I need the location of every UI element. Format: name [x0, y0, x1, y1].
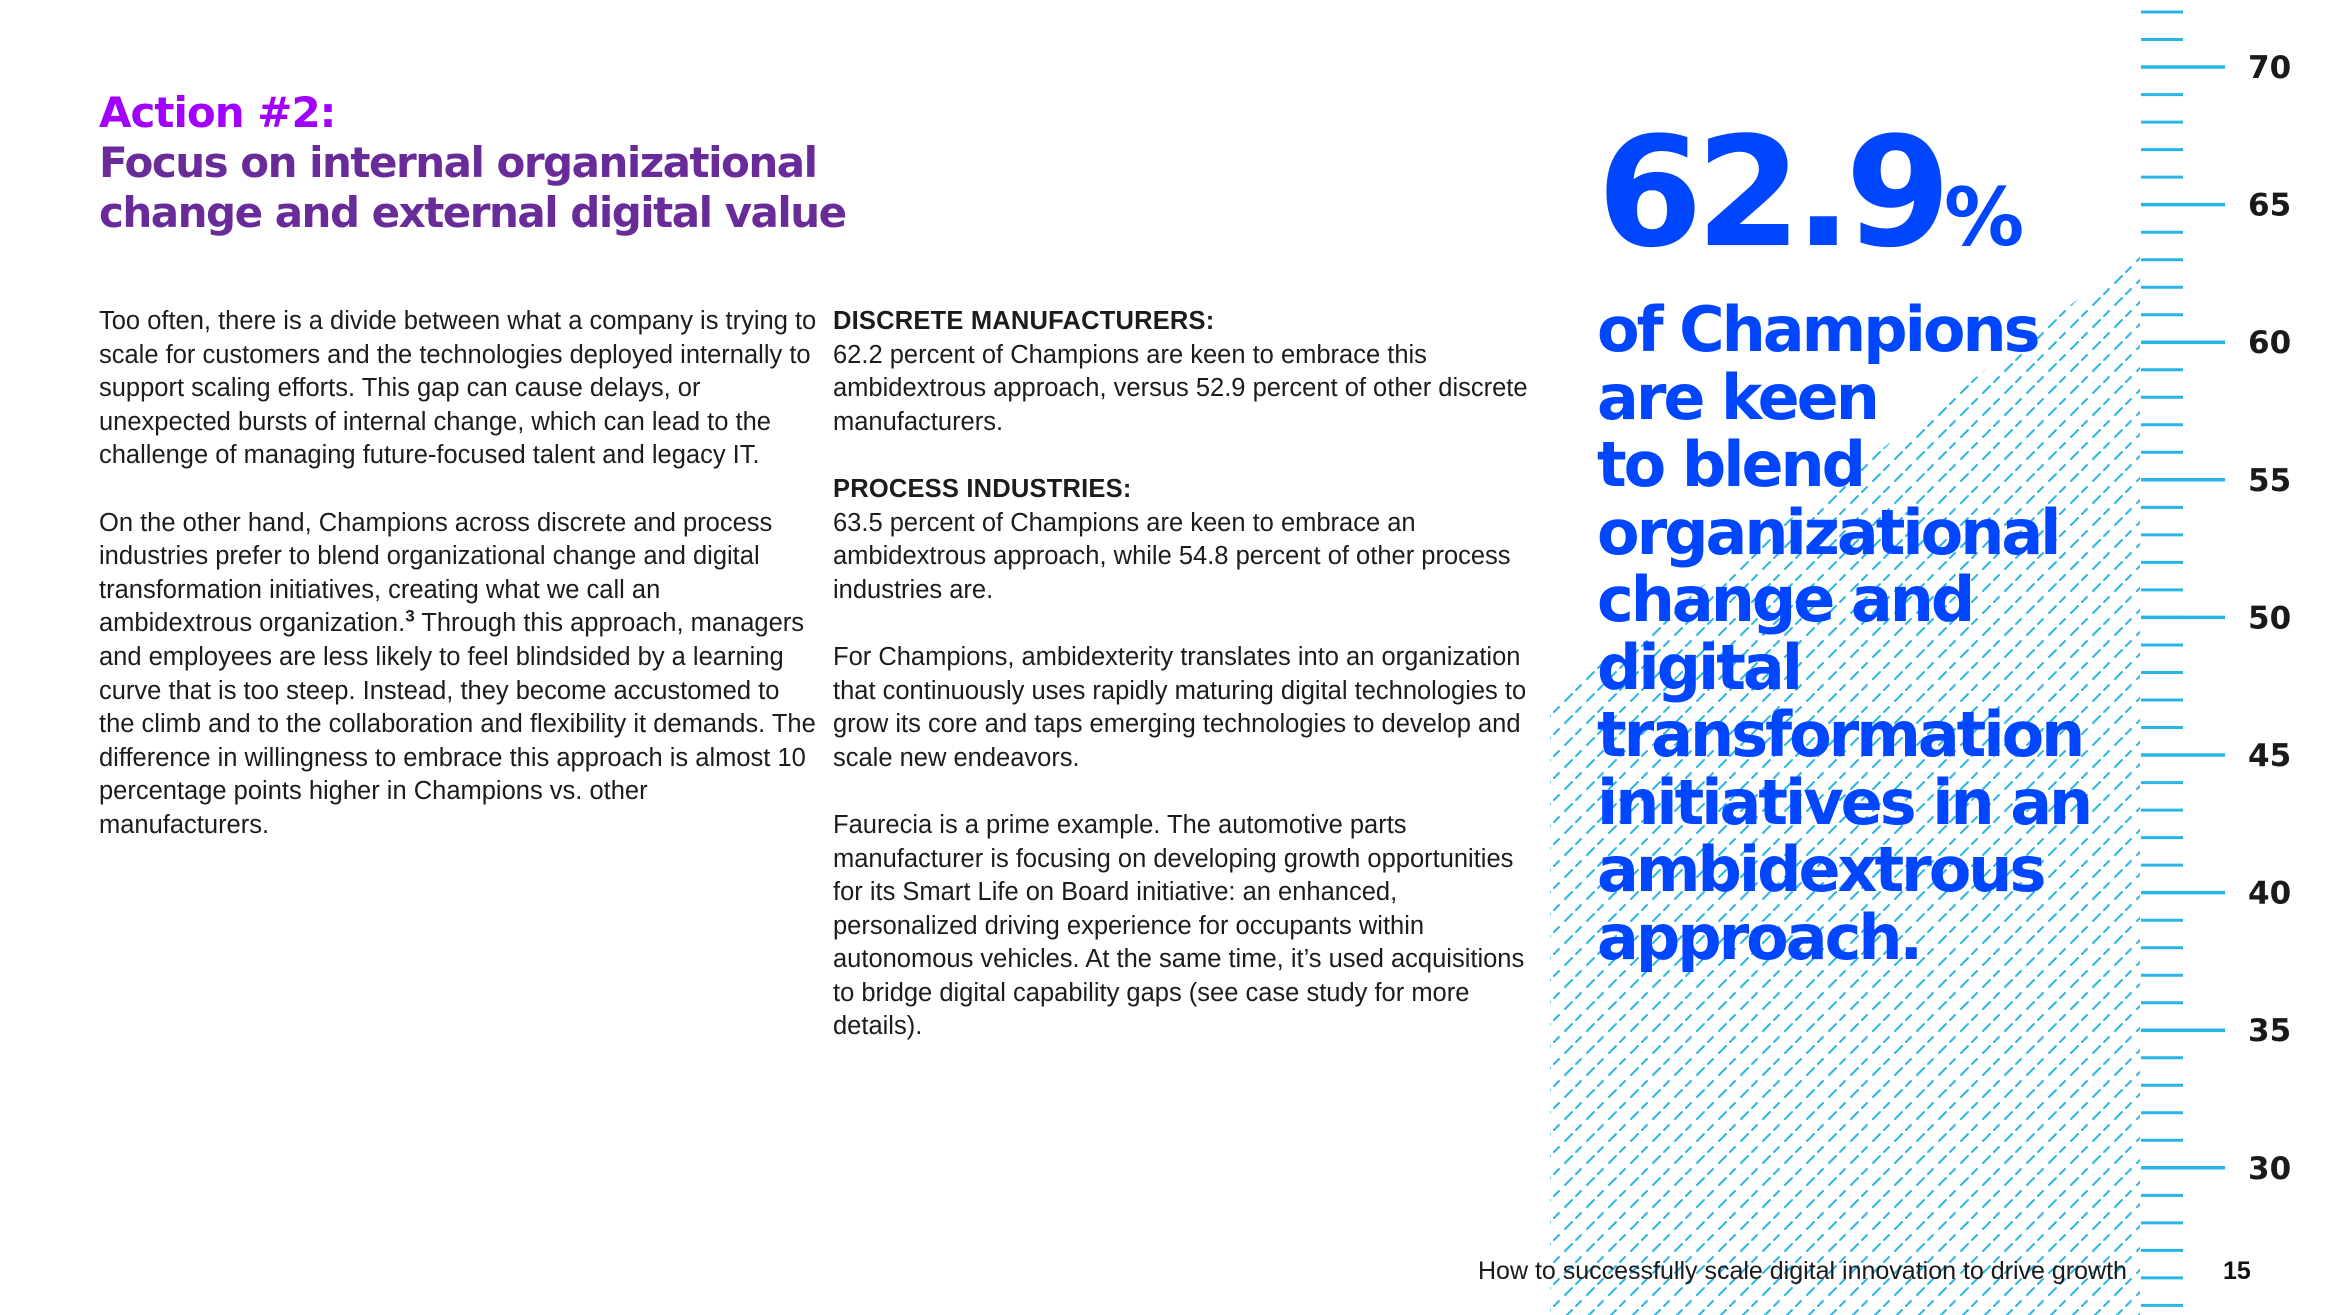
stat-line: to blend	[1597, 428, 1866, 501]
ruler-label: 35	[2248, 1013, 2291, 1049]
stat-line: transformation	[1597, 698, 2085, 771]
footer-text: How to successfully scale digital innova…	[1478, 1257, 2127, 1285]
discrete-text: 62.2 percent of Champions are keen to em…	[833, 340, 1528, 436]
stat-line: are keen	[1597, 360, 1880, 434]
process-label: PROCESS INDUSTRIES:	[833, 474, 1132, 503]
middle-column: DISCRETE MANUFACTURERS: 62.2 percent of …	[833, 305, 1533, 1078]
action-label: Action #2:	[99, 88, 336, 137]
stat-value: 62.9%	[1597, 110, 2157, 300]
stat-callout: 62.9% of Champions are keen to blend org…	[1597, 110, 2157, 971]
ruler-label: 70	[2248, 50, 2291, 86]
hatch-polygon	[1550, 252, 2140, 1315]
left-column: Too often, there is a divide between wha…	[99, 305, 819, 876]
ruler-scale: 70 65 60 55 50 45 40 35 30	[2141, 10, 2291, 1307]
left-paragraph-1: Too often, there is a divide between wha…	[99, 307, 817, 470]
ruler-label: 55	[2248, 463, 2291, 499]
stat-number: 62.9	[1597, 104, 1951, 281]
title-block: Action #2: Focus on internal organizatio…	[99, 88, 859, 238]
ruler-label: 65	[2248, 188, 2291, 224]
stat-line: of Champions	[1597, 293, 2041, 366]
middle-paragraph-3: For Champions, ambidexterity translates …	[833, 642, 1527, 772]
ruler-label: 45	[2248, 738, 2291, 774]
ruler-label: 60	[2248, 325, 2291, 361]
middle-paragraph-4: Faurecia is a prime example. The automot…	[833, 810, 1525, 1041]
stat-line: ambidextrous	[1597, 833, 2046, 906]
ruler-label: 40	[2248, 876, 2291, 912]
process-block: PROCESS INDUSTRIES: 63.5 percent of Cham…	[833, 473, 1533, 607]
discrete-label: DISCRETE MANUFACTURERS:	[833, 307, 1215, 335]
stat-unit: %	[1944, 171, 2025, 264]
stat-line: digital	[1597, 630, 1803, 704]
left-paragraph-2: On the other hand, Champions across disc…	[99, 507, 819, 843]
page-number: 15	[2223, 1257, 2251, 1285]
stat-line: approach.	[1597, 900, 1923, 974]
headline-line-1: Focus on internal organizational	[99, 138, 818, 187]
stat-line: change and	[1597, 563, 1975, 636]
stat-description: of Champions are keen to blend organizat…	[1597, 296, 2157, 971]
ruler-label: 30	[2248, 1151, 2291, 1187]
headline-line-2: change and external digital value	[99, 188, 847, 237]
discrete-block: DISCRETE MANUFACTURERS: 62.2 percent of …	[833, 305, 1533, 439]
stat-line: organizational	[1597, 495, 2061, 569]
footnote-marker: 3	[405, 606, 415, 626]
ruler-label: 50	[2248, 600, 2291, 636]
left-paragraph-2-b: Through this approach, managers and empl…	[99, 609, 816, 839]
left-paragraph-2-a: On the other hand, Champions across disc…	[99, 508, 773, 638]
stat-line: initiatives in an	[1597, 765, 2093, 839]
process-text: 63.5 percent of Champions are keen to em…	[833, 508, 1511, 604]
